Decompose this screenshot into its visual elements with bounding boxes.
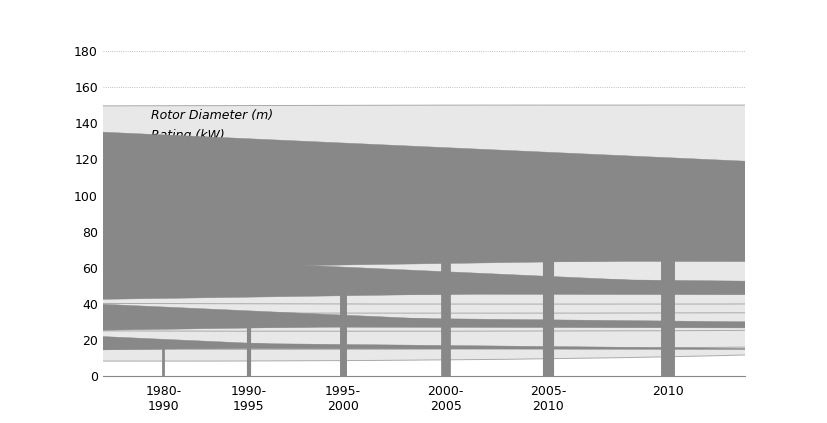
- Polygon shape: [0, 280, 614, 316]
- Ellipse shape: [0, 295, 827, 349]
- Polygon shape: [0, 242, 826, 291]
- Polygon shape: [129, 343, 798, 349]
- Circle shape: [308, 227, 787, 237]
- Ellipse shape: [0, 159, 827, 304]
- Polygon shape: [0, 168, 827, 235]
- Circle shape: [112, 345, 214, 347]
- Polygon shape: [0, 247, 714, 288]
- Polygon shape: [0, 116, 827, 200]
- Polygon shape: [0, 184, 827, 254]
- Circle shape: [368, 189, 827, 202]
- Circle shape: [193, 283, 492, 289]
- Ellipse shape: [0, 241, 827, 331]
- Polygon shape: [468, 180, 827, 218]
- Ellipse shape: [0, 187, 827, 313]
- Polygon shape: [0, 332, 289, 346]
- Polygon shape: [0, 319, 412, 340]
- Polygon shape: [0, 299, 471, 324]
- Polygon shape: [306, 239, 827, 266]
- Polygon shape: [0, 195, 827, 253]
- Ellipse shape: [0, 105, 827, 286]
- Polygon shape: [389, 219, 827, 250]
- Text: Rating (kW): Rating (kW): [151, 129, 224, 142]
- Circle shape: [236, 245, 655, 254]
- Polygon shape: [0, 222, 827, 279]
- Polygon shape: [0, 344, 256, 356]
- Polygon shape: [243, 278, 827, 297]
- Polygon shape: [189, 318, 827, 329]
- Ellipse shape: [0, 330, 827, 361]
- Circle shape: [159, 320, 338, 324]
- Text: Rotor Diameter (m): Rotor Diameter (m): [151, 109, 272, 122]
